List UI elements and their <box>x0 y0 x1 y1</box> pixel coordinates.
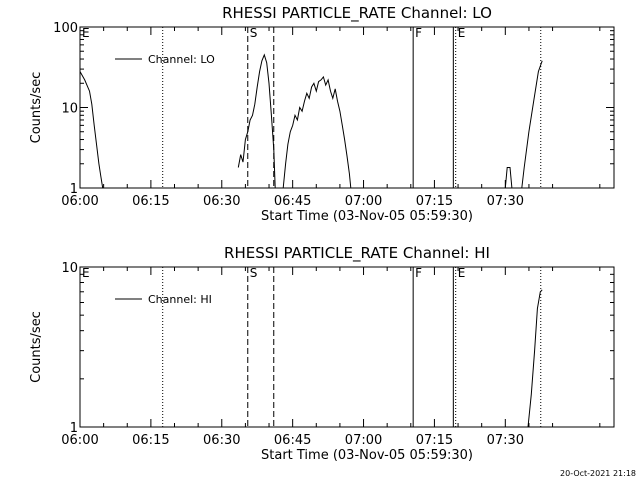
hi-chart-title: RHESSI PARTICLE_RATE Channel: HI <box>224 244 490 263</box>
lo-y-tick-label: 1 <box>70 182 78 197</box>
lo-x-tick-label: 07:15 <box>416 194 453 209</box>
lo-x-axis-label: Start Time (03-Nov-05 05:59:30) <box>261 209 473 224</box>
lo-plot-frame <box>79 26 615 189</box>
lo-x-tick-label: 07:30 <box>487 194 524 209</box>
lo-series-group <box>80 53 543 188</box>
hi-x-tick-label: 07:00 <box>345 433 382 448</box>
lo-y-tick-label: 100 <box>53 21 78 36</box>
hi-y-tick-label: 1 <box>70 421 78 436</box>
lo-series-segment <box>521 60 543 188</box>
lo-x-tick-label: 06:30 <box>203 194 240 209</box>
hi-series-segment <box>527 289 543 427</box>
hi-x-tick-label: 06:00 <box>61 433 98 448</box>
hi-marker-label: F <box>415 266 422 280</box>
hi-plot-frame <box>79 266 615 428</box>
lo-y-axis-label: Counts/sec <box>29 72 44 144</box>
hi-x-tick-label: 07:30 <box>487 433 524 448</box>
hi-marker-label: E <box>458 266 466 280</box>
hi-marker-label: S <box>250 266 258 280</box>
lo-x-tick-label: 06:15 <box>132 194 169 209</box>
hi-x-axis-label: Start Time (03-Nov-05 05:59:30) <box>261 448 473 463</box>
lo-marker-label: E <box>458 26 466 40</box>
hi-marker-label: E <box>82 266 90 280</box>
hi-x-tick-label: 06:45 <box>274 433 311 448</box>
lo-series-segment <box>237 53 276 188</box>
lo-series-segment <box>282 75 352 188</box>
lo-series-segment <box>80 71 105 188</box>
lo-chart-title: RHESSI PARTICLE_RATE Channel: LO <box>222 4 492 23</box>
hi-x-tick-label: 07:15 <box>416 433 453 448</box>
lo-marker-label: S <box>250 26 258 40</box>
hi-legend-label: Channel: HI <box>148 293 212 306</box>
lo-y-tick-label: 10 <box>61 102 78 117</box>
lo-series-segment <box>504 167 513 188</box>
lo-legend-label: Channel: LO <box>148 53 215 66</box>
hi-series-group <box>527 289 543 427</box>
lo-x-tick-label: 07:00 <box>345 194 382 209</box>
hi-y-axis-label: Counts/sec <box>29 311 44 383</box>
hi-x-tick-label: 06:30 <box>203 433 240 448</box>
hi-y-tick-label: 10 <box>61 261 78 276</box>
lo-marker-label: F <box>415 26 422 40</box>
lo-x-tick-label: 06:00 <box>61 194 98 209</box>
lo-marker-label: E <box>82 26 90 40</box>
hi-x-tick-label: 06:15 <box>132 433 169 448</box>
timestamp: 20-Oct-2021 21:18 <box>560 469 636 478</box>
lo-x-tick-label: 06:45 <box>274 194 311 209</box>
